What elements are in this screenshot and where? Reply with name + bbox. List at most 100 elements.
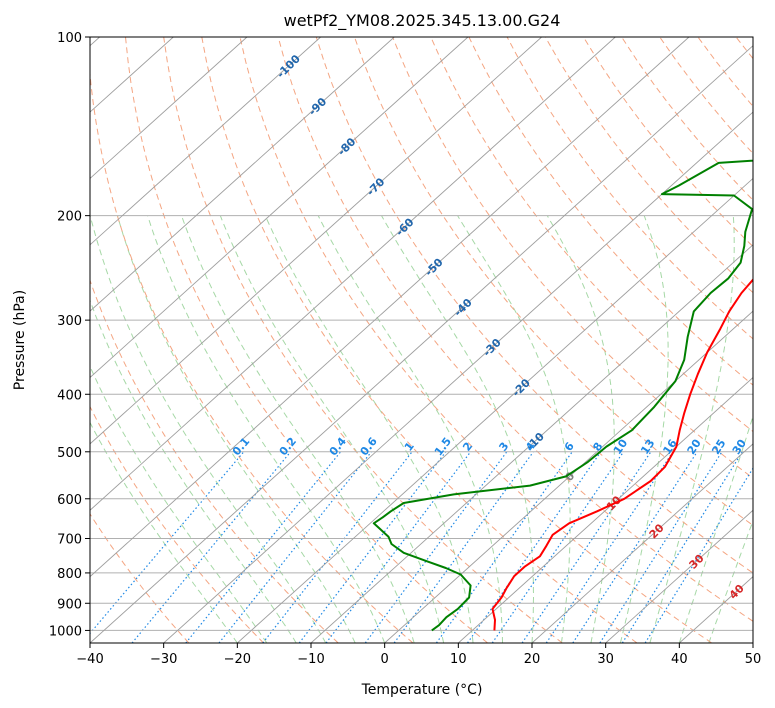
temperature-line (491, 278, 753, 631)
isotherm (310, 244, 753, 643)
isotherm (90, 37, 542, 445)
y-tick-label: 1000 (49, 624, 82, 639)
isotherm (90, 37, 690, 578)
isotherm (163, 111, 753, 643)
mixing-ratio-lines (90, 451, 753, 643)
dry-adiabat (90, 68, 414, 643)
moist-adiabat (546, 215, 615, 643)
moist-adiabat (619, 215, 669, 643)
x-tick-label: −40 (76, 652, 103, 667)
isotherm (458, 376, 753, 643)
x-tick-label: 30 (597, 652, 614, 667)
isotherms (90, 37, 753, 643)
isotherm (90, 37, 395, 312)
dewpoint-line (372, 159, 753, 632)
dry-adiabat (735, 37, 753, 60)
isotherm (237, 177, 753, 643)
x-axis-title: Temperature (°C) (361, 682, 483, 698)
x-tick-label: 20 (524, 652, 541, 667)
dry-adiabat (90, 405, 264, 643)
pressure-gridlines (90, 37, 753, 631)
dry-adiabat (354, 37, 753, 526)
mixing-ratio-line (521, 451, 652, 643)
moist-adiabat (317, 215, 503, 643)
dry-adiabat (201, 37, 638, 643)
dry-adiabat (659, 37, 753, 155)
moist-adiabats (90, 215, 753, 643)
moist-adiabat (147, 215, 386, 643)
isotherm (531, 443, 753, 643)
mixing-ratio-label: 1.5 (432, 435, 454, 458)
y-tick-label: 100 (57, 31, 82, 46)
isotherm (90, 37, 321, 246)
mixing-ratio-line (218, 451, 372, 643)
moist-adiabat (181, 215, 415, 643)
isotherm (90, 45, 753, 643)
moist-adiabat (117, 215, 356, 643)
moist-adiabat (381, 215, 534, 643)
dry-adiabat (277, 37, 753, 622)
moist-adiabat (90, 215, 327, 643)
mixing-ratio-line (572, 451, 698, 643)
plot-frame (89, 36, 754, 644)
dry-adiabat (125, 37, 488, 643)
y-axis-title: Pressure (hPa) (12, 290, 28, 390)
moist-adiabat (90, 298, 297, 643)
dry-adiabats (90, 37, 753, 643)
mixing-ratio-label: 20 (685, 437, 704, 457)
x-tick-label: 40 (671, 652, 688, 667)
isotherm (90, 37, 469, 379)
y-tick-label: 700 (57, 533, 82, 548)
moist-adiabat (90, 365, 268, 643)
isotherm (90, 37, 616, 511)
x-tick-label: 10 (450, 652, 467, 667)
dry-adiabat (621, 37, 753, 201)
mixing-ratio-line (435, 451, 573, 643)
profiles (372, 159, 753, 632)
y-tick-label: 300 (57, 314, 82, 329)
x-tick-label: −30 (150, 652, 177, 667)
chart-title: wetPf2_YM08.2025.345.13.00.G24 (284, 11, 561, 31)
moist-adiabat (708, 519, 753, 643)
isotherm (752, 642, 753, 643)
x-tick-label: −20 (224, 652, 251, 667)
moist-adiabat (678, 414, 753, 643)
x-axis: −40 −30 −20 −10 0 10 20 30 40 50 (76, 643, 761, 667)
dry-adiabat (163, 37, 563, 643)
dry-adiabat (392, 37, 753, 479)
mixing-ratio-line (393, 451, 534, 643)
mixing-ratio-line (131, 451, 292, 643)
dry-adiabat (582, 37, 753, 248)
x-tick-label: −10 (297, 652, 324, 667)
dry-adiabat (468, 37, 753, 386)
y-tick-label: 500 (57, 446, 82, 461)
mixing-ratio-line (364, 451, 508, 643)
mixing-ratio-label: 0.2 (277, 435, 299, 458)
y-tick-label: 800 (57, 567, 82, 582)
mixing-ratio-line (621, 451, 743, 643)
mixing-ratio-label: 36 (751, 437, 770, 457)
mixing-ratio-label: 0.4 (327, 435, 350, 459)
y-axis: 1000 900 800 700 600 500 400 300 200 100 (49, 31, 90, 639)
mixing-ratio-line (185, 451, 342, 643)
mixing-ratio-line (298, 451, 447, 643)
mixing-ratio-label: 25 (709, 437, 728, 457)
mixing-ratio-line (467, 451, 602, 643)
mixing-ratio-line (644, 467, 753, 643)
y-tick-label: 900 (57, 597, 82, 612)
dry-adiabat (506, 37, 753, 340)
y-tick-label: 200 (57, 210, 82, 225)
mixing-ratio-line (90, 451, 245, 635)
mixing-ratio-label: 0.6 (358, 435, 381, 459)
mixing-ratio-line (262, 451, 413, 643)
y-tick-label: 400 (57, 388, 82, 403)
mixing-ratio-label: 30 (730, 437, 749, 457)
dry-adiabat (90, 513, 190, 643)
isotherm (605, 509, 753, 643)
isotherm (679, 576, 753, 643)
dry-adiabat (90, 278, 339, 643)
mixing-ratio-line (491, 451, 624, 643)
isotherm (90, 37, 248, 180)
moist-adiabat (90, 421, 238, 643)
